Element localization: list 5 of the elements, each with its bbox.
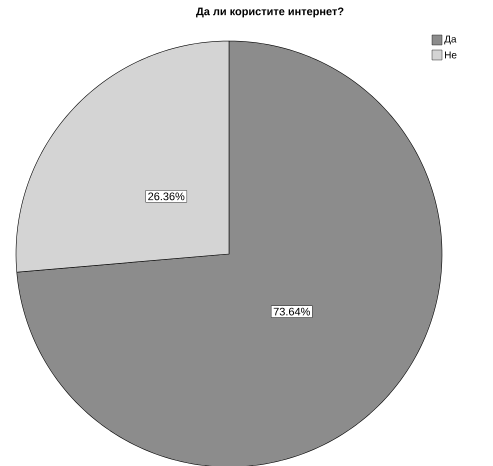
- data-label: 26.36%: [148, 192, 184, 200]
- legend-label: Да: [444, 36, 456, 44]
- data-label: 73.64%: [274, 308, 310, 316]
- chart-title: Да ли користите интернет?: [196, 8, 344, 18]
- legend-label: Не: [445, 52, 456, 58]
